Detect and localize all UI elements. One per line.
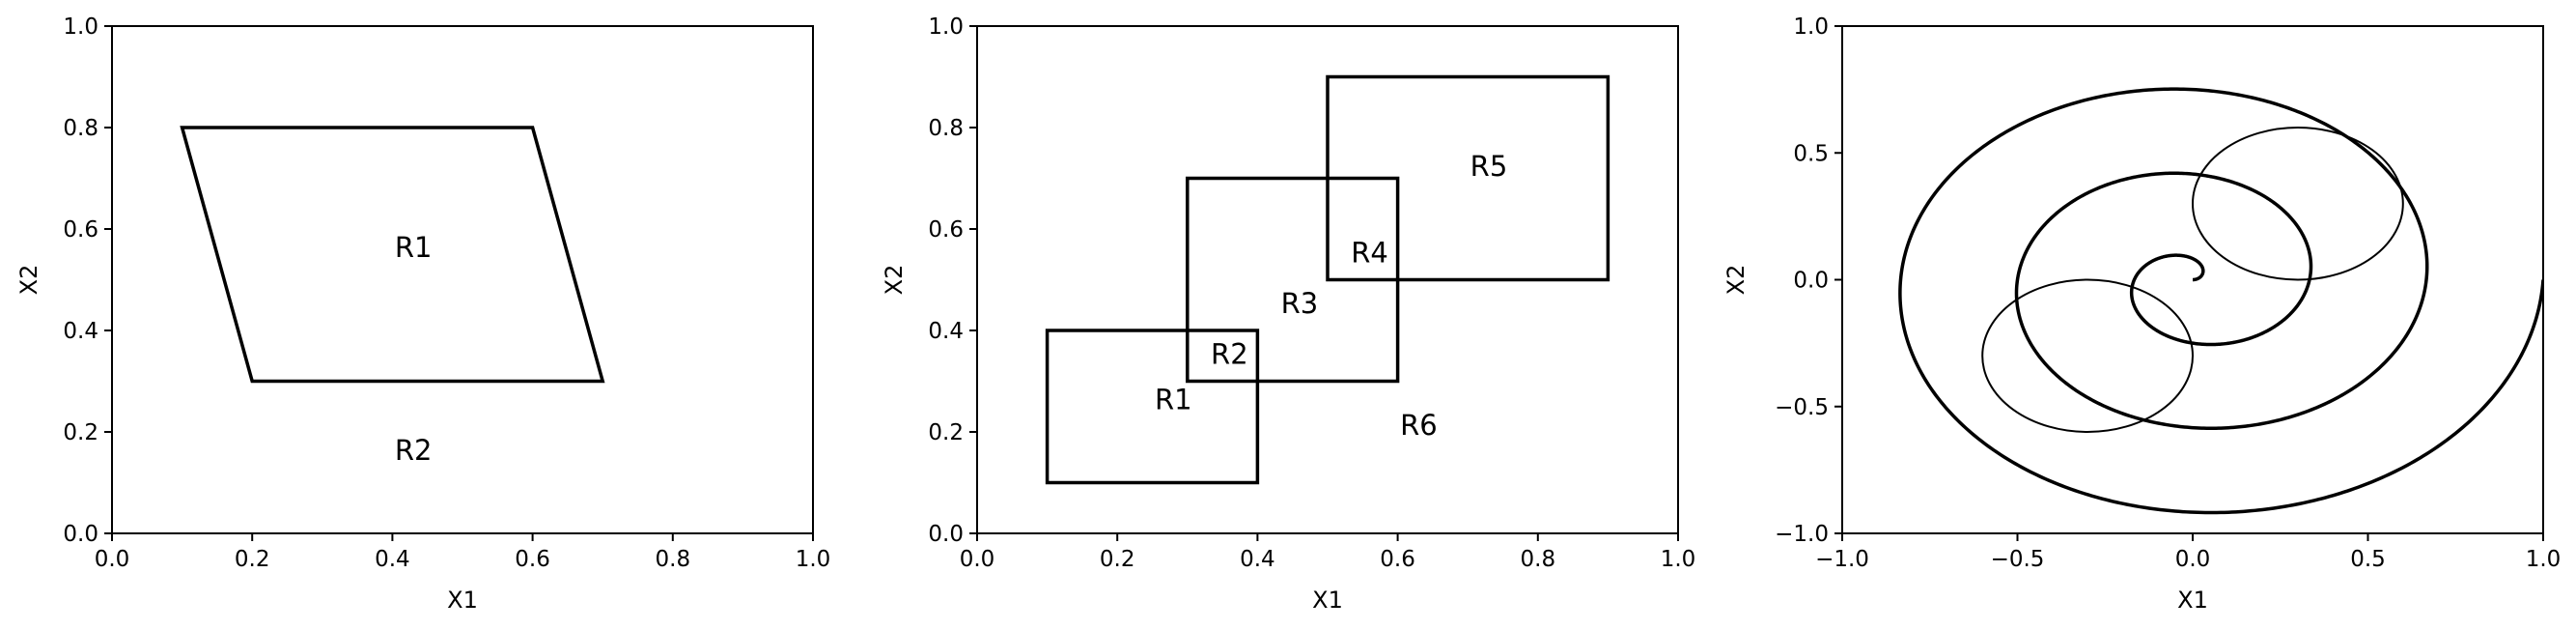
x-tick-label: 0.2 <box>1100 547 1135 572</box>
panel-1: R1 R2 0.0 0.2 0.4 0.6 0.8 1.0 0.0 0.2 0.4 0.6 0.8 1.0… <box>15 14 830 614</box>
x-tick-label: 0.5 <box>2350 547 2386 572</box>
panel-2-frame <box>976 25 1679 534</box>
region-label-r1: R1 <box>1155 384 1192 416</box>
panel-3-shapes <box>1898 87 2543 515</box>
y-tick-label: 1.0 <box>63 14 98 40</box>
y-tick-label: 0.6 <box>63 217 98 243</box>
y-tick-label: 0.4 <box>928 319 964 344</box>
panel-2: R1 R2 R3 R4 R5 R6 0.0 0.2 0.4 0.6 0.8 1.0 0.0 0.2 0.4 0… <box>881 14 1695 614</box>
x-tick-label: 0.0 <box>960 547 995 572</box>
region-label-r2: R2 <box>1211 337 1248 370</box>
x-tick-label: 0.0 <box>95 547 130 572</box>
x-axis-label: X1 <box>2177 587 2208 614</box>
panel-2-shapes <box>1045 74 1610 485</box>
y-tick-label: 0.5 <box>1793 141 1829 166</box>
y-tick-label: 0.4 <box>63 319 98 344</box>
region-label-r6: R6 <box>1400 409 1438 442</box>
y-axis-label: X2 <box>15 265 42 296</box>
y-axis-label: X2 <box>1722 265 1750 296</box>
x-tick-label: 1.0 <box>2526 547 2562 572</box>
circle-2 <box>1981 278 2195 433</box>
y-tick-label: 0.2 <box>928 420 964 445</box>
x-tick-label: 1.0 <box>796 547 831 572</box>
region-label-r1: R1 <box>395 231 433 264</box>
x-tick-label: −1.0 <box>1815 547 1869 572</box>
x-tick-label: 0.4 <box>1240 547 1275 572</box>
y-tick-label: 0.0 <box>63 522 98 547</box>
region-label-r2: R2 <box>395 434 433 467</box>
region-label-r4: R4 <box>1351 236 1388 269</box>
region-rect-3 <box>1326 74 1610 282</box>
y-tick-label: 1.0 <box>1793 14 1829 40</box>
spiral-curve <box>1898 87 2543 515</box>
region-rect-1 <box>1045 329 1260 485</box>
y-tick-label: 0.0 <box>928 522 964 547</box>
x-tick-label: 0.2 <box>235 547 270 572</box>
circle-1 <box>2192 127 2404 281</box>
y-tick-label: 1.0 <box>928 14 964 40</box>
x-tick-label: 0.0 <box>2175 547 2211 572</box>
x-axis-label: X1 <box>447 587 478 614</box>
x-tick-label: 0.6 <box>515 547 550 572</box>
y-tick-label: 0.8 <box>928 116 964 141</box>
y-tick-label: 0.0 <box>1793 269 1829 294</box>
x-tick-label: 0.4 <box>375 547 410 572</box>
x-tick-label: −0.5 <box>1991 547 2045 572</box>
y-axis-label: X2 <box>881 265 908 296</box>
x-tick-label: 0.8 <box>1521 547 1556 572</box>
x-tick-label: 0.6 <box>1380 547 1415 572</box>
panel-1-frame <box>111 25 814 534</box>
panel-1-shapes <box>180 126 605 384</box>
y-tick-label: 0.8 <box>63 116 98 141</box>
y-tick-label: −1.0 <box>1775 522 1829 547</box>
x-tick-label: 0.8 <box>656 547 691 572</box>
region-polygon-1 <box>180 126 605 384</box>
region-label-r3: R3 <box>1281 287 1319 320</box>
y-tick-label: −0.5 <box>1775 395 1829 420</box>
region-label-r5: R5 <box>1470 150 1508 183</box>
y-tick-label: 0.2 <box>63 420 98 445</box>
y-tick-label: 0.6 <box>928 217 964 243</box>
panel-3: −1.0 −0.5 0.0 0.5 1.0 −1.0 −0.5 0.0 0.5 1.0 X1 X2 <box>1722 14 2561 614</box>
x-axis-label: X1 <box>1312 587 1343 614</box>
x-tick-label: 1.0 <box>1661 547 1696 572</box>
